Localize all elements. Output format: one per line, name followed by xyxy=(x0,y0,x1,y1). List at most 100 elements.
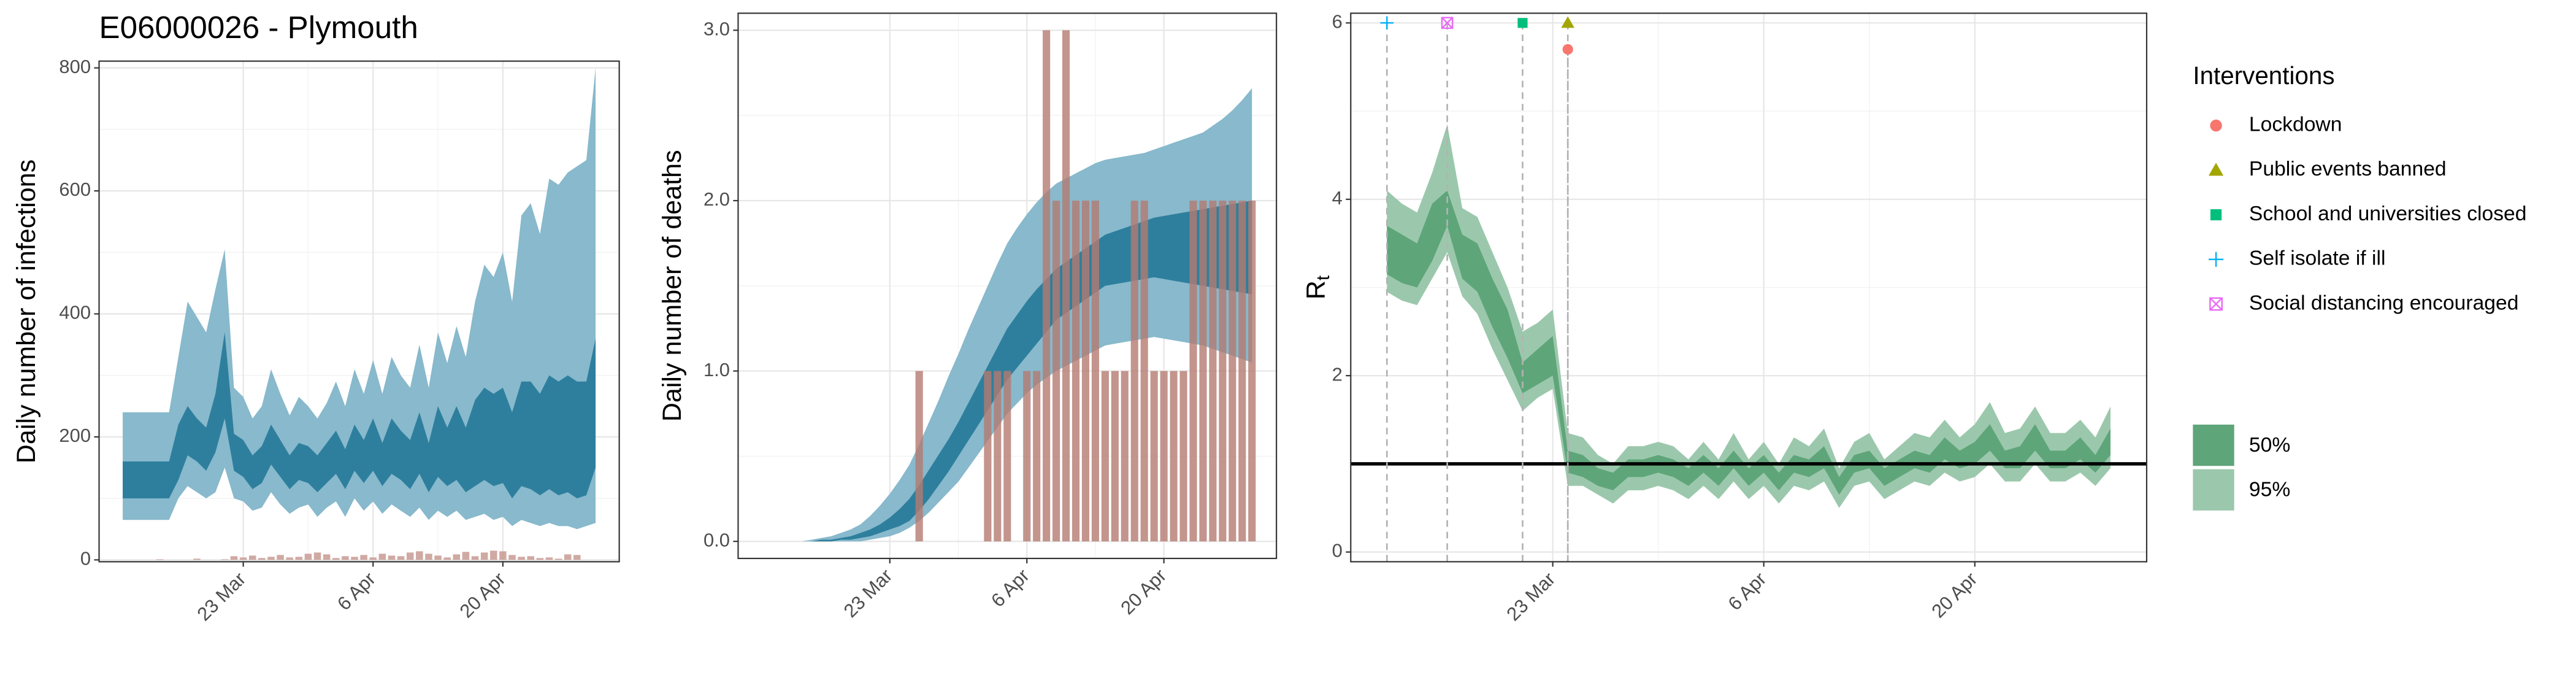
x-tick-label: 20 Apr xyxy=(1928,568,1982,622)
intervention-marker xyxy=(1441,17,1454,29)
bar xyxy=(323,554,331,560)
marker-shape xyxy=(2210,209,2222,221)
bar xyxy=(499,551,507,560)
bar xyxy=(480,552,488,560)
x-tick-label: 6 Apr xyxy=(1724,568,1771,615)
marker-shape xyxy=(1561,16,1574,28)
bar xyxy=(1170,371,1178,542)
bar xyxy=(230,556,238,560)
bar xyxy=(313,552,321,560)
bar xyxy=(1071,200,1080,542)
panel-border xyxy=(737,12,1278,560)
bar xyxy=(1121,371,1129,542)
bar xyxy=(1052,200,1060,542)
bar xyxy=(453,554,461,560)
chart-title: E06000026 - Plymouth xyxy=(99,10,418,45)
x-tick-label: 6 Apr xyxy=(333,568,380,615)
x-tick-label: 20 Apr xyxy=(1116,565,1170,619)
bar xyxy=(304,554,312,560)
bar xyxy=(1248,200,1256,542)
bar xyxy=(1160,371,1168,542)
marker-shape xyxy=(2208,163,2224,176)
y-tick-label: 1.0 xyxy=(703,359,730,380)
marker-shape xyxy=(2209,297,2223,311)
y-tick-label: 6 xyxy=(1332,11,1343,33)
y-tick-label: 2 xyxy=(1332,363,1343,385)
marker-shape xyxy=(2210,119,2222,132)
marker-shape xyxy=(1562,44,1573,55)
legend-swatch xyxy=(2193,424,2234,466)
bar xyxy=(564,554,572,560)
bar xyxy=(1209,200,1217,542)
legend-title: Interventions xyxy=(2193,61,2334,90)
y-tick-label: 0 xyxy=(80,548,91,569)
bar xyxy=(156,559,164,560)
intervention-marker xyxy=(1380,16,1394,30)
marker-shape xyxy=(1517,18,1528,28)
marker-shape xyxy=(1441,17,1454,29)
y-axis-title: Daily number of deaths xyxy=(657,150,687,422)
y-tick-label: 0.0 xyxy=(703,529,730,550)
y-tick-label: 200 xyxy=(59,425,91,446)
bar xyxy=(1043,30,1051,542)
panel-border xyxy=(98,60,620,563)
y-tick-label: 600 xyxy=(59,179,91,200)
bar xyxy=(378,554,386,560)
x-tick-label: 20 Apr xyxy=(456,568,510,622)
bar xyxy=(425,554,432,560)
bar xyxy=(554,558,562,560)
bar xyxy=(915,371,923,542)
bar xyxy=(1101,371,1109,542)
bar xyxy=(443,557,451,560)
bar xyxy=(527,556,534,560)
bar xyxy=(490,550,497,560)
bar xyxy=(193,558,201,560)
bar xyxy=(1111,371,1119,542)
bar xyxy=(1238,200,1246,542)
y-axis-title-main: R xyxy=(1301,280,1331,299)
bar xyxy=(471,556,479,560)
bar xyxy=(1091,200,1099,542)
bar xyxy=(1033,371,1041,542)
panel-border xyxy=(1350,12,2148,563)
bar xyxy=(360,555,367,560)
intervention-marker xyxy=(1561,16,1574,28)
legend-label: Public events banned xyxy=(2249,158,2447,180)
legend-marker xyxy=(2208,252,2224,267)
bar xyxy=(1140,200,1148,542)
marker-shape xyxy=(1441,17,1454,29)
bar xyxy=(295,557,303,560)
y-axis-title: Rt xyxy=(1301,275,1333,299)
legend-marker xyxy=(2208,163,2224,176)
x-tick-label: 23 Mar xyxy=(1503,568,1560,625)
bar xyxy=(267,557,275,560)
legend-marker xyxy=(2210,119,2222,132)
bar xyxy=(1219,200,1227,542)
y-axis-title-subscript: t xyxy=(1313,275,1333,280)
bar xyxy=(1003,371,1011,542)
bar xyxy=(1081,200,1090,542)
y-tick-label: 800 xyxy=(59,56,91,77)
bar xyxy=(239,557,247,560)
bar xyxy=(1189,200,1197,542)
legend-label: 95% xyxy=(2249,479,2290,501)
x-tick-label: 23 Mar xyxy=(193,568,250,625)
legend-marker xyxy=(2209,297,2223,311)
intervention-marker xyxy=(1517,18,1528,28)
bar xyxy=(221,559,229,560)
bar xyxy=(397,556,405,560)
bar xyxy=(545,557,553,560)
legend-label: 50% xyxy=(2249,434,2290,457)
bar xyxy=(1150,371,1158,542)
bar xyxy=(1229,200,1236,542)
y-tick-label: 2.0 xyxy=(703,188,730,210)
legend-label: School and universities closed xyxy=(2249,203,2527,225)
bar xyxy=(342,556,349,560)
bar xyxy=(388,555,396,560)
bar xyxy=(536,558,544,560)
bar xyxy=(286,557,293,560)
bar xyxy=(434,555,442,560)
x-tick-label: 6 Apr xyxy=(987,565,1033,611)
